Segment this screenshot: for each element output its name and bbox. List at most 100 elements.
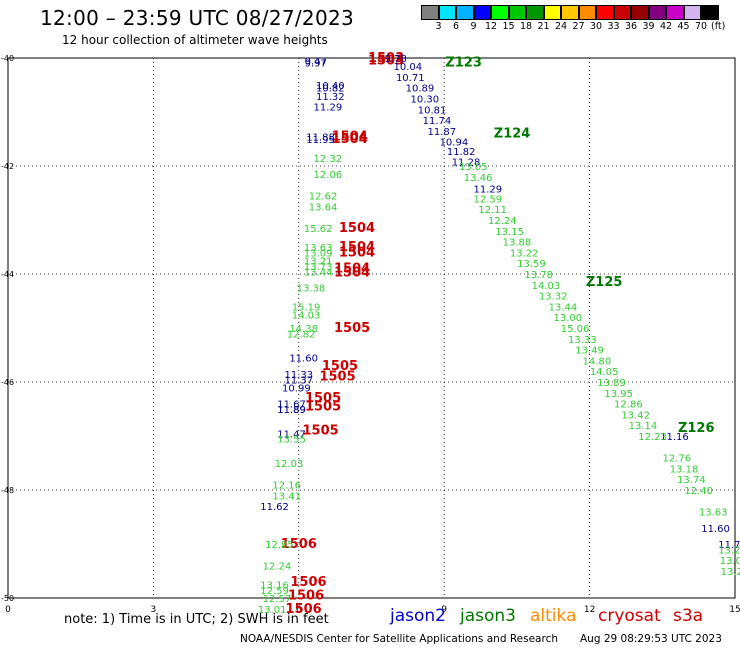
data-label: 13.59: [517, 259, 546, 270]
data-label: 13.22: [510, 248, 539, 259]
color-scale-tick: 12: [484, 21, 498, 32]
color-swatch: [631, 5, 649, 20]
color-scale-tick: 27: [572, 21, 585, 32]
data-label: 9.78: [385, 54, 407, 65]
legend-jason2: jason2: [390, 606, 446, 626]
data-label: 13.33: [568, 335, 597, 346]
credit-text: NOAA/NESDIS Center for Satellite Applica…: [240, 633, 558, 645]
data-label: 14.03: [532, 281, 561, 292]
data-label: 10.40: [316, 81, 345, 92]
color-swatch: [561, 5, 579, 20]
data-label: 15.62: [304, 224, 333, 235]
data-label: 13.16: [260, 581, 289, 592]
data-label: 11.37: [284, 375, 313, 386]
data-label: 1505: [322, 359, 358, 374]
data-label: 14.80: [583, 356, 612, 367]
color-scale-tick: 36: [624, 21, 638, 32]
data-label: 13.00: [553, 313, 582, 324]
legend-altika: altika: [530, 606, 577, 626]
data-label: 1505: [334, 321, 370, 336]
data-label: 13.21: [304, 257, 333, 268]
data-label: 11.67: [277, 400, 306, 411]
chart-title: 12:00 – 23:59 UTC 08/27/2023: [40, 6, 355, 30]
data-label: 10.81: [418, 105, 447, 116]
y-tick-label: -46: [1, 378, 14, 387]
data-label: 13.44: [304, 267, 333, 278]
color-swatch: [473, 5, 491, 20]
color-scale-units: (ft): [711, 21, 726, 32]
data-label: 10.89: [406, 84, 435, 95]
data-label: 11.82: [447, 147, 476, 158]
data-label: 14.38: [289, 324, 318, 335]
data-label: 13.74: [677, 475, 706, 486]
data-label: 13.41: [272, 491, 301, 502]
legend-s3a: s3a: [673, 606, 704, 626]
data-label: 1504: [332, 132, 368, 147]
data-label: 10.71: [396, 73, 425, 84]
data-label: 11.29: [314, 103, 343, 114]
data-label: 13.21: [718, 545, 740, 556]
x-tick-label: 3: [151, 605, 157, 615]
data-label: 15.19: [292, 302, 321, 313]
data-label: 13.06: [720, 556, 740, 567]
color-scale-tick: 70: [694, 21, 708, 32]
data-label: 12.06: [314, 170, 343, 181]
color-scale-tick: 3: [435, 21, 442, 32]
data-label: 1504: [339, 221, 375, 236]
footnote: note: 1) Time is in UTC; 2) SWH is in fe…: [64, 612, 329, 627]
data-label: 12.59: [260, 586, 289, 597]
data-label: 12.57: [263, 594, 292, 605]
data-label: 14.05: [590, 367, 619, 378]
color-swatch: [543, 5, 561, 20]
data-label: 13.64: [309, 203, 338, 214]
data-label: 1503: [368, 51, 404, 66]
data-label: 13.88: [503, 238, 532, 249]
data-label: 13.05: [459, 162, 488, 173]
data-label: 1504: [332, 129, 368, 144]
data-label: 10.99: [282, 383, 311, 394]
data-label: 12.11: [478, 205, 507, 216]
data-label: 10.30: [410, 95, 439, 106]
data-label: 9.97: [305, 58, 327, 69]
color-scale-tick: 39: [642, 21, 655, 32]
color-scale-ticks: 3 6 9 12 15 18 21 24 27 30 33 36 39 42 45 70: [421, 21, 740, 35]
data-label: 13.38: [297, 284, 326, 295]
color-swatch: [701, 5, 719, 20]
data-label: 12.76: [663, 454, 692, 465]
data-label: 11.32: [316, 92, 345, 103]
data-label: 1505: [319, 370, 355, 385]
color-swatch: [526, 5, 544, 20]
data-label: 12.03: [275, 459, 304, 470]
x-tick-label: 9: [441, 605, 447, 615]
color-scale-tick: 42: [659, 21, 673, 32]
data-label: 11.89: [277, 405, 306, 416]
data-label: 13.09: [304, 248, 333, 259]
color-scale-tick: 18: [519, 21, 533, 32]
x-tick-label: 12: [584, 605, 595, 615]
color-scale-tick: 6: [452, 21, 460, 32]
data-label: 12.40: [684, 486, 713, 497]
data-label: 1505: [305, 391, 341, 406]
color-swatch: [491, 5, 509, 20]
data-label: 12.32: [314, 154, 343, 165]
data-label: 10.04: [394, 62, 423, 73]
data-label: 13.49: [575, 346, 604, 357]
data-label: 13.78: [524, 270, 553, 281]
color-swatch: [508, 5, 526, 20]
data-label: 1504: [339, 245, 375, 260]
data-label: 13.95: [604, 389, 633, 400]
color-swatch: [648, 5, 666, 20]
x-tick-label: 15: [729, 605, 740, 615]
data-label: Z126: [678, 421, 715, 436]
legend-cryosat: cryosat: [598, 606, 661, 626]
data-label: 10.94: [440, 138, 469, 149]
color-scale-tick: 24: [554, 21, 568, 32]
data-label: 15.06: [561, 324, 590, 335]
color-swatch: [456, 5, 474, 20]
data-label: 11.87: [427, 127, 456, 138]
data-label: 12.82: [287, 329, 316, 340]
data-label: 1504: [339, 240, 375, 255]
data-label: 13.55: [277, 435, 306, 446]
color-swatch: [613, 5, 631, 20]
